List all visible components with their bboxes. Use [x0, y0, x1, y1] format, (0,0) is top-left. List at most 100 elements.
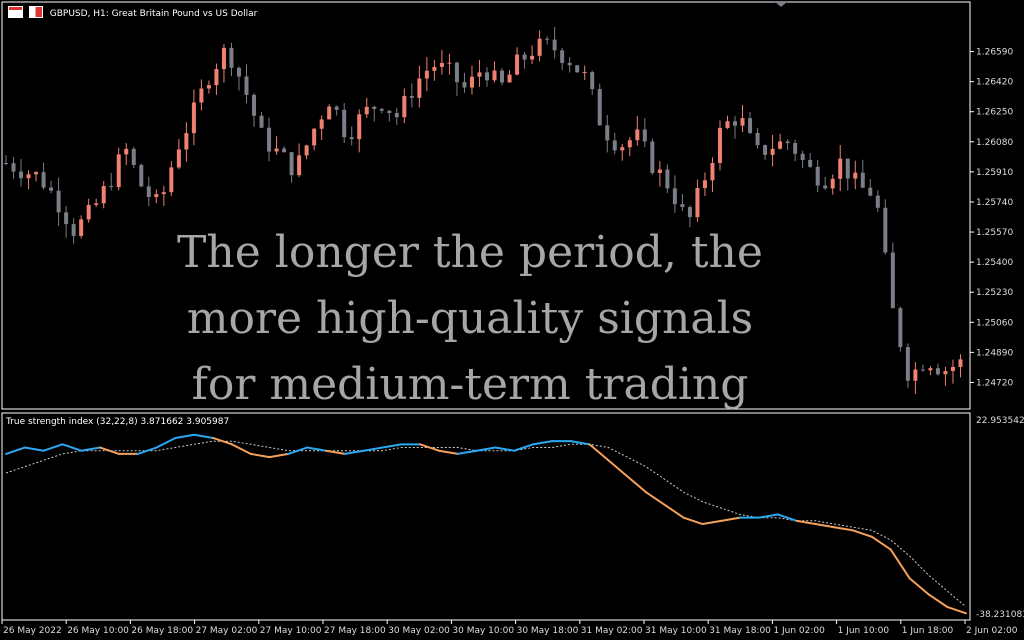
candle-body	[702, 180, 707, 189]
candle-body	[665, 169, 670, 189]
candle-body	[184, 133, 189, 150]
tsi-line-segment	[494, 446, 516, 452]
candle-body	[868, 187, 873, 196]
x-tick-label: 27 May 18:00	[324, 626, 386, 636]
candle-body	[229, 47, 234, 68]
tsi-line-segment	[852, 529, 873, 538]
candle-body	[282, 148, 287, 153]
tsi-line-segment	[946, 605, 967, 615]
candle-body	[943, 371, 948, 375]
candle-body	[402, 95, 407, 118]
candle-body	[740, 118, 745, 126]
candle-body	[469, 76, 474, 88]
candle-body	[64, 212, 69, 225]
candle-body	[244, 76, 249, 95]
candle-body	[357, 114, 362, 140]
candle-body	[34, 172, 39, 175]
candle-body	[770, 148, 775, 155]
candle-body	[146, 186, 151, 198]
candle-body	[778, 141, 783, 149]
candle-body	[733, 121, 738, 126]
candle-body	[507, 74, 512, 83]
candle-body	[575, 65, 580, 73]
candle-body	[552, 39, 557, 51]
symbol-title: GBPUSD, H1: Great Britain Pound vs US Do…	[49, 9, 258, 19]
candle-body	[379, 108, 384, 111]
candle-body	[131, 148, 136, 165]
y-tick-label: 1.24720	[976, 378, 1013, 388]
y-tick-label: 1.26420	[976, 78, 1013, 88]
tsi-line-segment	[5, 446, 26, 455]
candle-body	[642, 129, 647, 142]
tsi-line-segment	[155, 436, 177, 449]
candle-body	[567, 62, 572, 66]
tsi-line-segment	[174, 433, 196, 439]
candle-body	[492, 70, 497, 81]
tsi-line-segment	[325, 449, 346, 455]
candle-body	[221, 47, 226, 70]
candle-body	[958, 359, 963, 367]
signal-line	[5, 440, 967, 608]
candle-body	[920, 369, 925, 371]
x-tick-label: 31 May 10:00	[645, 626, 707, 636]
tsi-line-segment	[532, 440, 553, 446]
candle-body	[725, 121, 730, 128]
candle-body	[387, 110, 392, 114]
candle-body	[252, 94, 257, 116]
tsi-line-segment	[419, 443, 440, 452]
tsi-line-segment	[814, 523, 836, 529]
overlay-line: for medium-term trading	[191, 359, 749, 410]
candle-body	[334, 106, 339, 110]
candle-body	[214, 69, 219, 86]
tsi-line-segment	[720, 516, 742, 522]
candle-body	[800, 153, 805, 160]
tsi-line-segment	[908, 577, 930, 596]
candle-body	[597, 89, 602, 126]
candle-body	[206, 85, 211, 89]
candle-body	[793, 143, 798, 154]
candle-body	[537, 38, 542, 56]
tsi-line-segment	[833, 526, 855, 532]
symbol-header: GBPUSD, H1: Great Britain Pound vs US Do…	[8, 6, 257, 19]
tsi-line-segment	[193, 433, 215, 439]
y-tick-label: 1.24890	[976, 348, 1013, 358]
tsi-line-segment	[249, 452, 271, 459]
candle-body	[785, 141, 790, 144]
shift-marker-icon	[775, 2, 787, 7]
candle-body	[372, 106, 377, 109]
candle-body	[161, 192, 166, 195]
tsi-line-segment	[927, 593, 949, 608]
y-tick-label: 1.26080	[976, 138, 1013, 148]
candle-body	[620, 147, 625, 151]
candle-body	[928, 368, 933, 371]
tsi-line-segment	[268, 452, 290, 459]
candle-body	[515, 54, 520, 75]
candle-body	[845, 158, 850, 179]
y-tick-label: 1.25230	[976, 288, 1013, 298]
tsi-line-segment	[870, 535, 892, 551]
tsi-line-segment	[287, 446, 309, 455]
tsi-line-segment	[437, 449, 459, 455]
candle-body	[19, 171, 24, 179]
indicator-title: True strength index (32,22,8) 3.871662 3…	[6, 417, 230, 427]
x-tick-label: 1 Jun 02:00	[773, 626, 825, 636]
tsi-line-segment	[42, 443, 64, 452]
candle-body	[815, 166, 820, 186]
candle-body	[883, 207, 888, 253]
chart-properties-icon[interactable]	[28, 6, 43, 18]
chart-window-icon[interactable]	[8, 6, 23, 18]
candle-body	[191, 102, 196, 134]
indicator-y-min-label: -38.231083	[976, 610, 1024, 620]
x-tick-label: 30 May 02:00	[388, 626, 450, 636]
candle-body	[748, 118, 753, 133]
candle-body	[169, 167, 174, 193]
candle-body	[935, 368, 940, 375]
tsi-line-segment	[381, 443, 403, 449]
candle-body	[763, 145, 768, 155]
tsi-line-segment	[343, 449, 365, 455]
tsi-line-segment	[682, 516, 704, 526]
candle-body	[530, 55, 535, 60]
x-tick-label: 2 Jun 02:00	[966, 626, 1018, 636]
x-tick-label: 26 May 18:00	[131, 626, 193, 636]
candle-body	[657, 169, 662, 173]
